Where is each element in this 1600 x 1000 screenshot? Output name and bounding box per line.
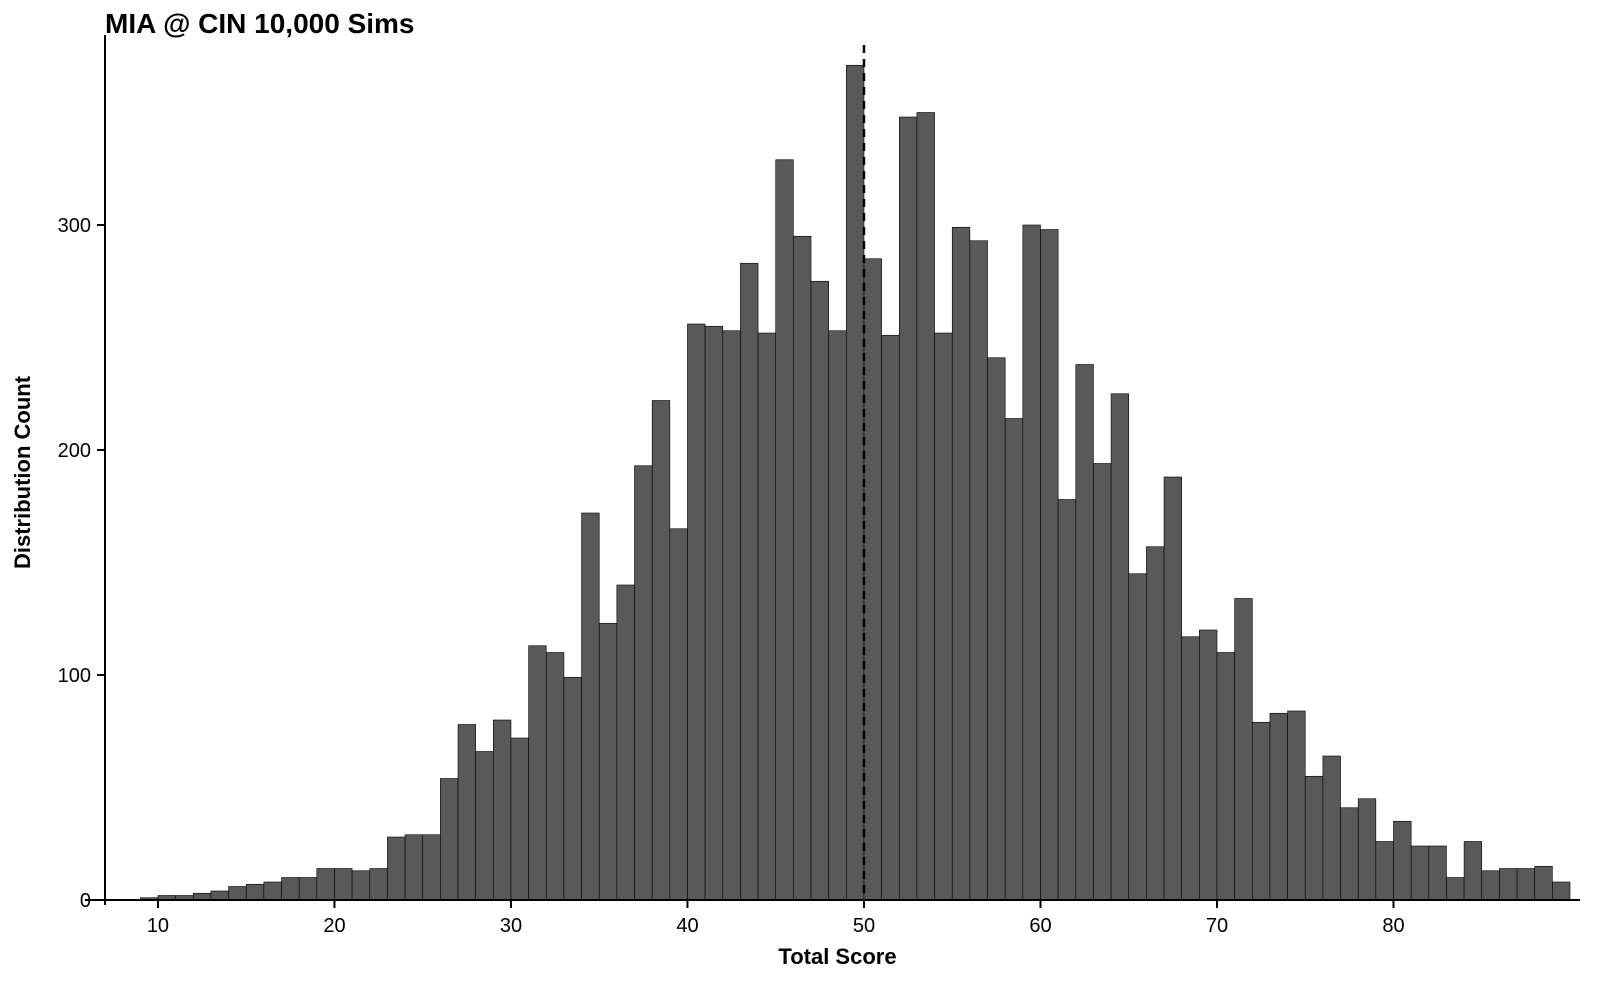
histogram-bar bbox=[1517, 869, 1535, 901]
histogram-bar bbox=[317, 869, 335, 901]
histogram-bar bbox=[1040, 230, 1058, 901]
histogram-bar bbox=[299, 878, 317, 901]
histogram-bar bbox=[1235, 599, 1253, 901]
histogram-bar bbox=[970, 241, 988, 900]
histogram-bar bbox=[864, 259, 882, 900]
histogram-bar bbox=[511, 738, 529, 900]
histogram-bar bbox=[652, 401, 670, 901]
histogram-bar bbox=[493, 720, 511, 900]
histogram-bar bbox=[1217, 653, 1235, 901]
histogram-bar bbox=[776, 160, 794, 900]
histogram-bar bbox=[617, 585, 635, 900]
histogram-bar bbox=[1464, 842, 1482, 901]
histogram-bar bbox=[1058, 500, 1076, 901]
histogram-bar bbox=[564, 677, 582, 900]
histogram-bar bbox=[705, 326, 723, 900]
histogram-bar bbox=[1499, 869, 1517, 901]
histogram-bar bbox=[1023, 225, 1041, 900]
x-tick-label: 10 bbox=[147, 915, 169, 937]
y-tick-label: 300 bbox=[58, 215, 91, 237]
x-axis-title: Total Score bbox=[778, 944, 896, 969]
histogram-bar bbox=[282, 878, 300, 901]
x-tick-label: 60 bbox=[1029, 915, 1051, 937]
histogram-bar bbox=[529, 646, 547, 900]
histogram-bar bbox=[1076, 365, 1094, 901]
y-tick-label: 100 bbox=[58, 665, 91, 687]
histogram-bar bbox=[723, 331, 741, 900]
histogram-bar bbox=[670, 529, 688, 900]
histogram-bar bbox=[899, 117, 917, 900]
x-tick-label: 30 bbox=[500, 915, 522, 937]
histogram-bar bbox=[193, 893, 211, 900]
x-tick-label: 20 bbox=[323, 915, 345, 937]
histogram-bar bbox=[1376, 842, 1394, 901]
histogram-bar bbox=[1429, 846, 1447, 900]
histogram-bar bbox=[1164, 477, 1182, 900]
histogram-bar bbox=[935, 333, 953, 900]
histogram-bar bbox=[1111, 394, 1129, 900]
x-tick-label: 70 bbox=[1206, 915, 1228, 937]
histogram-bar bbox=[1288, 711, 1306, 900]
bars-group bbox=[140, 65, 1570, 900]
histogram-bar bbox=[1005, 419, 1023, 901]
histogram-svg: 10 20 30 40 50 60 70 80 0 100 200 300 Total Score Dis… bbox=[0, 0, 1600, 1000]
histogram-bar bbox=[546, 653, 564, 901]
histogram-bar bbox=[405, 835, 423, 900]
histogram-bar bbox=[758, 333, 776, 900]
histogram-bar bbox=[1393, 821, 1411, 900]
histogram-bar bbox=[1482, 871, 1500, 900]
histogram-bar bbox=[352, 871, 370, 900]
histogram-bar bbox=[246, 884, 264, 900]
histogram-bar bbox=[882, 335, 900, 900]
histogram-bar bbox=[740, 263, 758, 900]
histogram-bar bbox=[599, 623, 617, 900]
y-tick-label: 200 bbox=[58, 440, 91, 462]
x-tick-label: 50 bbox=[853, 915, 875, 937]
x-tick-label: 80 bbox=[1382, 915, 1404, 937]
histogram-bar bbox=[476, 752, 494, 901]
histogram-bar bbox=[1358, 799, 1376, 900]
histogram-bar bbox=[1323, 756, 1341, 900]
histogram-bar bbox=[988, 358, 1006, 900]
y-axis-title: Distribution Count bbox=[10, 375, 35, 569]
histogram-bar bbox=[1199, 630, 1217, 900]
histogram-bar bbox=[370, 869, 388, 901]
y-tick-label: 0 bbox=[80, 890, 91, 912]
histogram-bar bbox=[458, 725, 476, 901]
histogram-bar bbox=[917, 113, 935, 901]
histogram-bar bbox=[1411, 846, 1429, 900]
histogram-bar bbox=[582, 513, 600, 900]
histogram-bar bbox=[423, 835, 441, 900]
histogram-bar bbox=[1252, 722, 1270, 900]
histogram-bar bbox=[387, 837, 405, 900]
histogram-bar bbox=[264, 882, 282, 900]
histogram-bar bbox=[229, 887, 247, 901]
histogram-bar bbox=[1146, 547, 1164, 900]
histogram-bar bbox=[687, 324, 705, 900]
histogram-bar bbox=[1093, 464, 1111, 901]
histogram-bar bbox=[635, 466, 653, 900]
histogram-bar bbox=[1129, 574, 1147, 900]
histogram-bar bbox=[440, 779, 458, 901]
histogram-bar bbox=[211, 891, 229, 900]
histogram-bar bbox=[829, 331, 847, 900]
chart-title: MIA @ CIN 10,000 Sims bbox=[105, 8, 415, 40]
histogram-bar bbox=[1305, 776, 1323, 900]
histogram-bar bbox=[846, 65, 864, 900]
x-tick-label: 40 bbox=[676, 915, 698, 937]
histogram-bar bbox=[793, 236, 811, 900]
chart-container: MIA @ CIN 10,000 Sims 102030405060708001… bbox=[0, 0, 1600, 1000]
histogram-bar bbox=[1552, 882, 1570, 900]
histogram-bar bbox=[1535, 866, 1553, 900]
histogram-bar bbox=[1446, 878, 1464, 901]
histogram-bar bbox=[1182, 637, 1200, 900]
histogram-bar bbox=[1341, 808, 1359, 900]
histogram-bar bbox=[811, 281, 829, 900]
histogram-bar bbox=[334, 869, 352, 901]
histogram-bar bbox=[1270, 713, 1288, 900]
histogram-bar bbox=[952, 227, 970, 900]
